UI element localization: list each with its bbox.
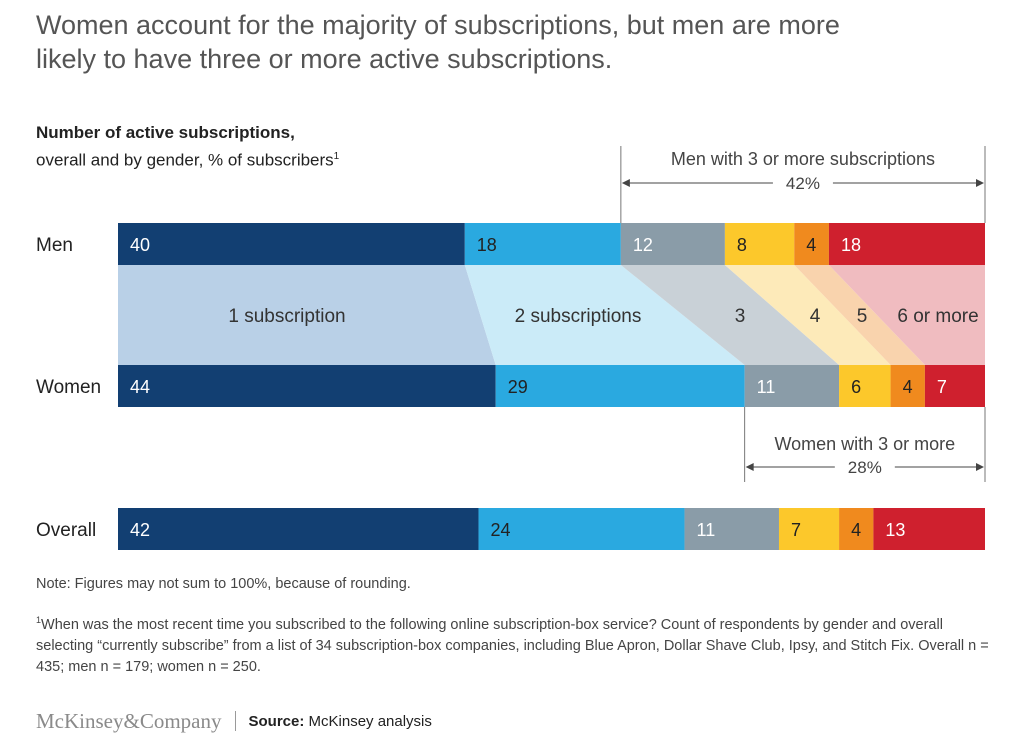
source-text: McKinsey analysis <box>308 712 432 730</box>
chart-note: Note: Figures may not sum to 100%, becau… <box>36 576 411 592</box>
bar-men-2-subscriptions <box>464 223 621 265</box>
bar-men-1-subscription <box>118 223 465 265</box>
value-label-men-2-subscriptions: 18 <box>477 235 497 255</box>
band-label-6-or-more: 6 or more <box>897 306 978 327</box>
bar-men-3 <box>620 223 725 265</box>
stacked-bar-chart: 1 subscription 2 subscriptions 3 4 5 6 or mor… <box>36 146 986 550</box>
subtitle-rest: overall and by gender, % of subscribers1 <box>36 145 339 173</box>
bar-women-4 <box>839 365 891 407</box>
value-label-overall-4: 7 <box>791 520 801 540</box>
chart-subtitle: Number of active subscriptions, overall … <box>36 121 339 173</box>
row-label-overall: Overall <box>36 520 96 541</box>
value-label-overall-2-subscriptions: 24 <box>491 520 511 540</box>
subtitle-footnote-marker: 1 <box>333 151 340 162</box>
chart-footnote: 1When was the most recent time you subsc… <box>36 610 996 678</box>
chart-title: Women account for the majority of subscr… <box>36 8 996 76</box>
bracket-arrow-right-men <box>976 179 984 187</box>
bar-overall-2-subscriptions <box>478 508 685 550</box>
band-5 <box>794 265 925 365</box>
footnote-text: When was the most recent time you subscr… <box>36 616 989 675</box>
brand-logo: McKinsey&Company <box>36 708 222 733</box>
band-label-5: 5 <box>857 306 868 327</box>
value-label-women-5: 4 <box>903 377 913 397</box>
bar-overall-3 <box>684 508 779 550</box>
bar-overall-5 <box>839 508 874 550</box>
bar-overall-6-or-more <box>873 508 985 550</box>
chart-title-line-1: Women account for the majority of subscr… <box>36 10 840 40</box>
row-label-men: Men <box>36 235 73 256</box>
subtitle-bold: Number of active subscriptions, <box>36 123 295 142</box>
bar-overall-1-subscription <box>118 508 479 550</box>
bar-women-2-subscriptions <box>495 365 745 407</box>
band-label-2-subscriptions: 2 subscriptions <box>515 306 642 327</box>
band-label-3: 3 <box>735 306 746 327</box>
band-4 <box>724 265 891 365</box>
bracket-arrow-left-men <box>621 179 630 187</box>
chart-title-line-2: likely to have three or more active subs… <box>36 44 613 74</box>
value-label-men-5: 4 <box>806 235 816 255</box>
value-label-women-2-subscriptions: 29 <box>508 377 528 397</box>
value-label-women-1-subscription: 44 <box>130 377 150 397</box>
value-label-overall-1-subscription: 42 <box>130 520 150 540</box>
source-label: Source: <box>248 712 305 730</box>
value-label-men-6-or-more: 18 <box>841 235 861 255</box>
value-label-men-3: 12 <box>633 235 653 255</box>
bar-men-6-or-more <box>828 223 985 265</box>
value-label-men-4: 8 <box>737 235 747 255</box>
bracket-label-men: Men with 3 or more subscriptions <box>671 149 935 169</box>
bar-women-5 <box>890 365 925 407</box>
bar-women-6-or-more <box>924 365 985 407</box>
bar-women-3 <box>744 365 840 407</box>
value-label-men-1-subscription: 40 <box>130 235 150 255</box>
footer: McKinsey&Company Source: McKinsey analys… <box>36 706 432 736</box>
value-label-women-3: 11 <box>757 377 776 397</box>
value-label-overall-3: 11 <box>697 520 716 540</box>
band-6-or-more <box>828 265 985 365</box>
band-1-subscription <box>118 265 496 365</box>
value-label-overall-5: 4 <box>851 520 861 540</box>
footer-divider <box>235 711 237 731</box>
bar-overall-4 <box>778 508 840 550</box>
band-label-4: 4 <box>810 306 821 327</box>
value-label-women-6-or-more: 7 <box>937 377 947 397</box>
bracket-value-men: 42% <box>786 174 820 193</box>
bar-women-1-subscription <box>118 365 496 407</box>
row-label-women: Women <box>36 377 101 398</box>
bar-men-4 <box>724 223 795 265</box>
band-label-1-subscription: 1 subscription <box>228 306 345 327</box>
footnote-marker: 1 <box>36 615 42 625</box>
band-2-subscriptions <box>464 265 745 365</box>
subtitle-text: overall and by gender, % of subscribers <box>36 150 334 170</box>
value-label-women-4: 6 <box>851 377 861 397</box>
band-3 <box>620 265 840 365</box>
bracket-arrow-right-women <box>976 463 984 471</box>
bar-men-5 <box>794 223 829 265</box>
bracket-value-women: 28% <box>848 458 882 477</box>
bracket-label-women: Women with 3 or more <box>774 434 955 454</box>
value-label-overall-6-or-more: 13 <box>885 520 905 540</box>
bracket-arrow-left-women <box>745 463 754 471</box>
source-line: Source: McKinsey analysis <box>248 713 431 730</box>
